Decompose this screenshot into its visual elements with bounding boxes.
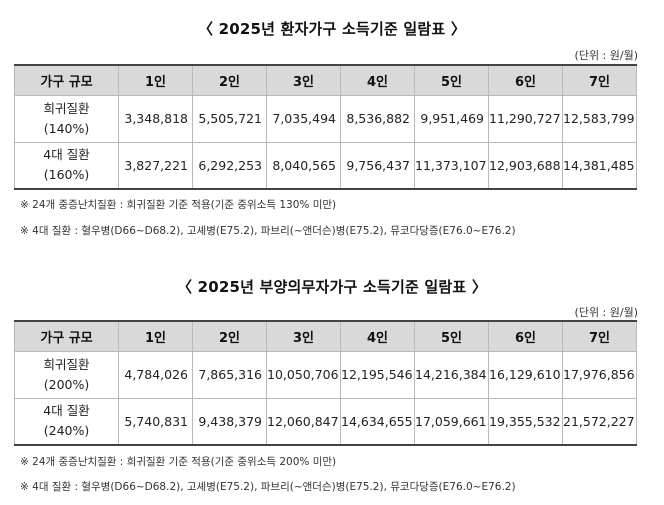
table-cell: 14,381,485 [562, 141, 637, 190]
table-cell: 17,059,661 [414, 397, 489, 446]
header-1-person: 1인 [118, 320, 193, 352]
table-cell: 19,355,532 [488, 397, 563, 446]
table-cell: 3,827,221 [118, 141, 193, 190]
header-3-person: 3인 [266, 64, 341, 96]
row-label-percent: (160%) [43, 167, 90, 183]
table-cell: 12,903,688 [488, 141, 563, 190]
table-row: 4대 질환 (160%) 3,827,221 6,292,253 8,040,5… [14, 141, 637, 190]
table-cell: 12,583,799 [562, 94, 637, 143]
header-4-person: 4인 [340, 320, 415, 352]
table-cell: 6,292,253 [192, 141, 267, 190]
row-label-name: 희귀질환 [43, 356, 90, 372]
unit-label: (단위 : 원/월) [574, 306, 638, 319]
table-cell: 5,740,831 [118, 397, 193, 446]
footnote: ※ 4대 질환 : 혈우병(D66~D68.2), 고셰병(E75.2), 파브… [20, 225, 516, 237]
row-label-name: 4대 질환 [43, 403, 90, 419]
table-cell: 12,195,546 [340, 350, 415, 399]
table-row: 희귀질환 (200%) 4,784,026 7,865,316 10,050,7… [14, 350, 637, 399]
header-6-person: 6인 [488, 320, 563, 352]
unit-label: (단위 : 원/월) [574, 49, 638, 62]
header-7-person: 7인 [562, 320, 637, 352]
header-row: 가구 규모 1인 2인 3인 4인 5인 6인 7인 [14, 320, 637, 352]
header-6-person: 6인 [488, 64, 563, 96]
footnote: ※ 24개 중증난치질환 : 희귀질환 기준 적용(기준 중위소득 200% 미… [20, 456, 337, 468]
row-label: 4대 질환 (240%) [14, 397, 119, 446]
header-2-person: 2인 [192, 320, 267, 352]
row-label: 4대 질환 (160%) [14, 141, 119, 190]
table-cell: 11,290,727 [488, 94, 563, 143]
header-5-person: 5인 [414, 320, 489, 352]
table-cell: 3,348,818 [118, 94, 193, 143]
table-cell: 10,050,706 [266, 350, 341, 399]
row-label-percent: (200%) [43, 376, 90, 392]
table-title: 〈 2025년 부양의무자가구 소득기준 일람표 〉 [176, 278, 488, 296]
table-title: 〈 2025년 환자가구 소득기준 일람표 〉 [197, 20, 467, 38]
header-household-size: 가구 규모 [14, 64, 119, 96]
row-label-percent: (240%) [43, 423, 90, 439]
row-label-name: 4대 질환 [43, 147, 90, 163]
table-cell: 8,040,565 [266, 141, 341, 190]
table-cell: 8,536,882 [340, 94, 415, 143]
table-cell: 21,572,227 [562, 397, 637, 446]
income-table: 가구 규모 1인 2인 3인 4인 5인 6인 7인 희귀질환 (200%) 4… [14, 320, 637, 446]
row-label-percent: (140%) [43, 120, 90, 136]
table-cell: 9,951,469 [414, 94, 489, 143]
header-3-person: 3인 [266, 320, 341, 352]
table-cell: 7,865,316 [192, 350, 267, 399]
table-cell: 11,373,107 [414, 141, 489, 190]
row-label-name: 희귀질환 [43, 100, 90, 116]
footnote: ※ 4대 질환 : 혈우병(D66~D68.2), 고셰병(E75.2), 파브… [20, 481, 516, 493]
table-cell: 12,060,847 [266, 397, 341, 446]
row-label: 희귀질환 (200%) [14, 350, 119, 399]
table-cell: 16,129,610 [488, 350, 563, 399]
income-table: 가구 규모 1인 2인 3인 4인 5인 6인 7인 희귀질환 (140%) 3… [14, 64, 637, 190]
table-cell: 4,784,026 [118, 350, 193, 399]
table-row: 희귀질환 (140%) 3,348,818 5,505,721 7,035,49… [14, 94, 637, 143]
header-4-person: 4인 [340, 64, 415, 96]
table-cell: 17,976,856 [562, 350, 637, 399]
header-household-size: 가구 규모 [14, 320, 119, 352]
table-cell: 9,756,437 [340, 141, 415, 190]
header-row: 가구 규모 1인 2인 3인 4인 5인 6인 7인 [14, 64, 637, 96]
table-cell: 14,216,384 [414, 350, 489, 399]
footnote: ※ 24개 중증난치질환 : 희귀질환 기준 적용(기준 중위소득 130% 미… [20, 199, 337, 211]
table-cell: 7,035,494 [266, 94, 341, 143]
table-cell: 14,634,655 [340, 397, 415, 446]
row-label: 희귀질환 (140%) [14, 94, 119, 143]
header-2-person: 2인 [192, 64, 267, 96]
table-cell: 9,438,379 [192, 397, 267, 446]
header-5-person: 5인 [414, 64, 489, 96]
header-1-person: 1인 [118, 64, 193, 96]
table-row: 4대 질환 (240%) 5,740,831 9,438,379 12,060,… [14, 397, 637, 446]
table-cell: 5,505,721 [192, 94, 267, 143]
header-7-person: 7인 [562, 64, 637, 96]
